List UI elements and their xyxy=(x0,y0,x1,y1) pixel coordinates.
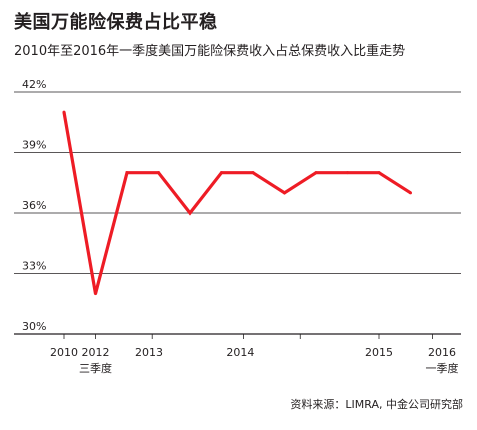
x-tick-label: 2015 xyxy=(365,346,393,359)
chart-title: 美国万能险保费占比平稳 xyxy=(14,12,218,33)
data-point xyxy=(157,171,160,175)
data-point xyxy=(62,110,66,114)
y-tick-label: 30% xyxy=(22,320,46,333)
source-note: 资料来源：LIMRA, 中金公司研究部 xyxy=(290,398,463,411)
x-tick-label: 2012 xyxy=(82,346,110,359)
data-point xyxy=(251,171,255,175)
x-tick-sublabel: 一季度 xyxy=(426,361,459,375)
series-line xyxy=(62,111,412,295)
y-tick-label: 33% xyxy=(22,260,46,273)
data-point xyxy=(409,191,412,195)
y-tick-label: 36% xyxy=(22,199,46,212)
chart-subtitle: 2010年至2016年一季度美国万能险保费收入占总保费收入比重走势 xyxy=(14,44,406,59)
y-tick-label: 42% xyxy=(22,78,46,91)
x-tick-label: 2016 xyxy=(428,346,456,359)
data-point xyxy=(283,191,286,195)
data-point xyxy=(125,171,129,175)
data-point xyxy=(377,171,381,175)
data-point xyxy=(220,171,223,175)
x-tick-label: 2010 xyxy=(50,346,78,359)
y-tick-label: 39% xyxy=(22,139,46,152)
data-point xyxy=(94,292,97,296)
x-tick-label: 2014 xyxy=(226,346,254,359)
x-tick-label: 2013 xyxy=(135,346,163,359)
x-tick-sublabel: 三季度 xyxy=(79,361,112,375)
data-point xyxy=(314,171,318,175)
data-point xyxy=(346,171,349,175)
data-point xyxy=(188,211,192,215)
